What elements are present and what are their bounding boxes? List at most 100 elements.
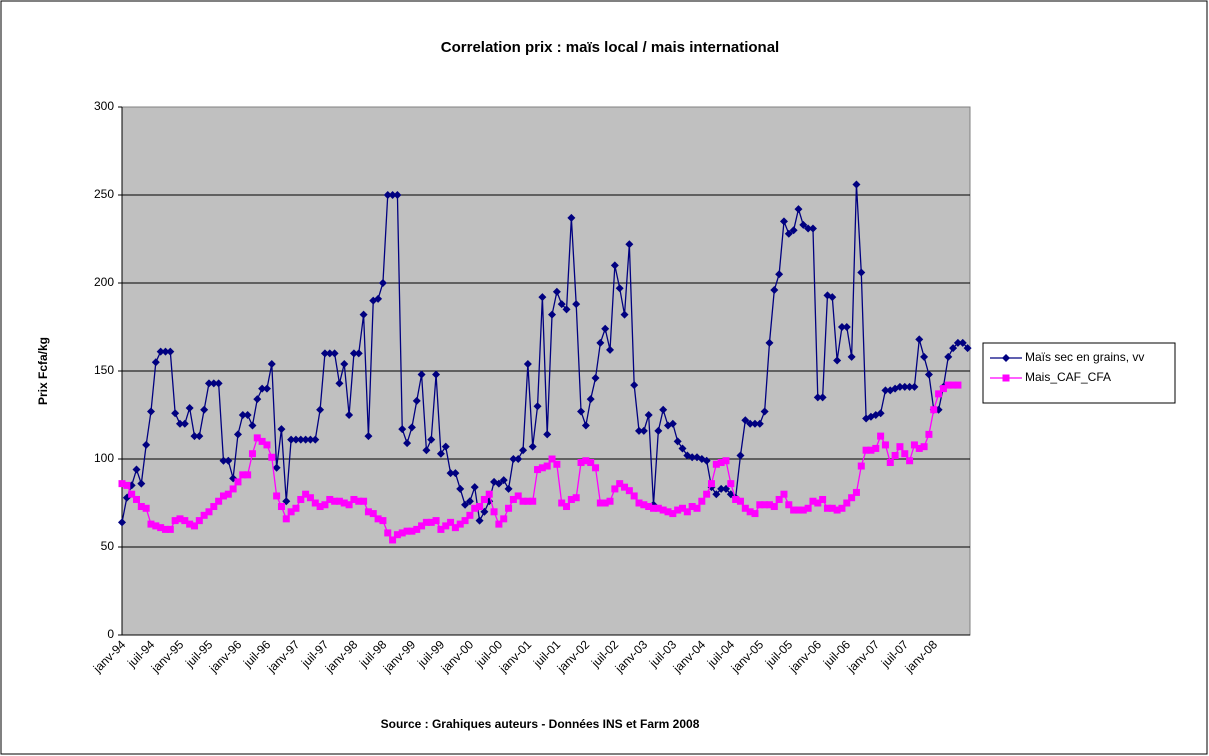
- data-point: [582, 457, 590, 465]
- data-point: [668, 419, 677, 428]
- data-point: [451, 469, 460, 478]
- data-point: [470, 483, 479, 492]
- data-point: [538, 293, 547, 302]
- data-point: [732, 495, 740, 503]
- y-tick-label: 100: [94, 451, 114, 465]
- data-point: [335, 379, 344, 388]
- data-point: [785, 501, 793, 509]
- data-point: [224, 456, 233, 465]
- data-point: [833, 506, 841, 514]
- data-point: [253, 434, 261, 442]
- data-point: [828, 504, 836, 512]
- data-point: [736, 451, 745, 460]
- data-point: [209, 379, 218, 388]
- data-point: [746, 508, 754, 516]
- data-point: [340, 499, 348, 507]
- data-point: [761, 501, 769, 509]
- data-point: [422, 446, 431, 455]
- data-point: [161, 347, 170, 356]
- data-point: [813, 393, 822, 402]
- data-point: [857, 268, 866, 277]
- data-point: [383, 191, 392, 199]
- data-point: [514, 455, 523, 463]
- data-point: [910, 441, 918, 449]
- data-point: [384, 529, 392, 537]
- data-point: [273, 492, 281, 500]
- data-point: [558, 499, 566, 507]
- data-point: [577, 407, 586, 416]
- data-point: [741, 416, 750, 425]
- data-point: [215, 497, 223, 505]
- data-point: [152, 522, 160, 530]
- data-point: [529, 497, 537, 505]
- data-point: [794, 506, 802, 514]
- data-point: [519, 446, 528, 455]
- data-point: [379, 517, 387, 525]
- data-point: [297, 495, 305, 503]
- data-point: [514, 492, 522, 500]
- data-point: [509, 455, 518, 463]
- data-point: [915, 444, 923, 452]
- data-point: [784, 229, 793, 238]
- data-point: [345, 501, 353, 509]
- data-point: [287, 435, 296, 444]
- data-point: [325, 349, 334, 358]
- data-point: [596, 499, 604, 507]
- data-point: [500, 515, 508, 523]
- data-point: [413, 525, 421, 533]
- data-point: [509, 495, 517, 503]
- data-point: [190, 432, 199, 441]
- data-point: [610, 261, 619, 270]
- data-point: [238, 411, 247, 419]
- data-point: [350, 495, 358, 503]
- data-point: [756, 501, 764, 509]
- data-point: [436, 449, 445, 458]
- data-point: [789, 226, 798, 235]
- data-point: [625, 240, 634, 249]
- data-point: [567, 495, 575, 503]
- data-point: [876, 409, 885, 418]
- data-point: [408, 527, 416, 535]
- data-point: [374, 515, 382, 523]
- data-point: [118, 480, 126, 488]
- data-point: [331, 497, 339, 505]
- data-point: [132, 465, 141, 474]
- data-point: [543, 462, 551, 470]
- data-point: [548, 455, 556, 463]
- data-point: [963, 344, 972, 353]
- data-point: [533, 402, 542, 411]
- data-point: [301, 435, 310, 444]
- data-point: [263, 441, 271, 449]
- data-point: [790, 506, 798, 514]
- data-point: [548, 310, 557, 319]
- data-point: [186, 520, 194, 528]
- data-point: [727, 480, 735, 488]
- data-point: [924, 370, 933, 379]
- data-point: [915, 335, 924, 344]
- data-point: [499, 476, 508, 485]
- data-point: [703, 490, 711, 498]
- data-point: [316, 503, 324, 511]
- data-point: [432, 517, 440, 525]
- data-point: [669, 510, 677, 518]
- data-point: [930, 406, 938, 414]
- data-point: [389, 536, 397, 544]
- data-point: [944, 352, 953, 361]
- data-point: [693, 504, 701, 512]
- data-point: [601, 499, 609, 507]
- data-point: [321, 501, 329, 509]
- data-point: [852, 180, 861, 189]
- data-point: [847, 352, 856, 361]
- data-point: [592, 464, 600, 472]
- data-point: [707, 480, 715, 488]
- data-point: [833, 356, 842, 365]
- data-point: [775, 495, 783, 503]
- data-point: [494, 479, 503, 488]
- data-point: [900, 382, 909, 391]
- y-tick-label: 300: [94, 99, 114, 113]
- y-tick-label: 250: [94, 187, 114, 201]
- data-point: [471, 504, 479, 512]
- data-point: [799, 220, 808, 229]
- data-point: [233, 430, 242, 439]
